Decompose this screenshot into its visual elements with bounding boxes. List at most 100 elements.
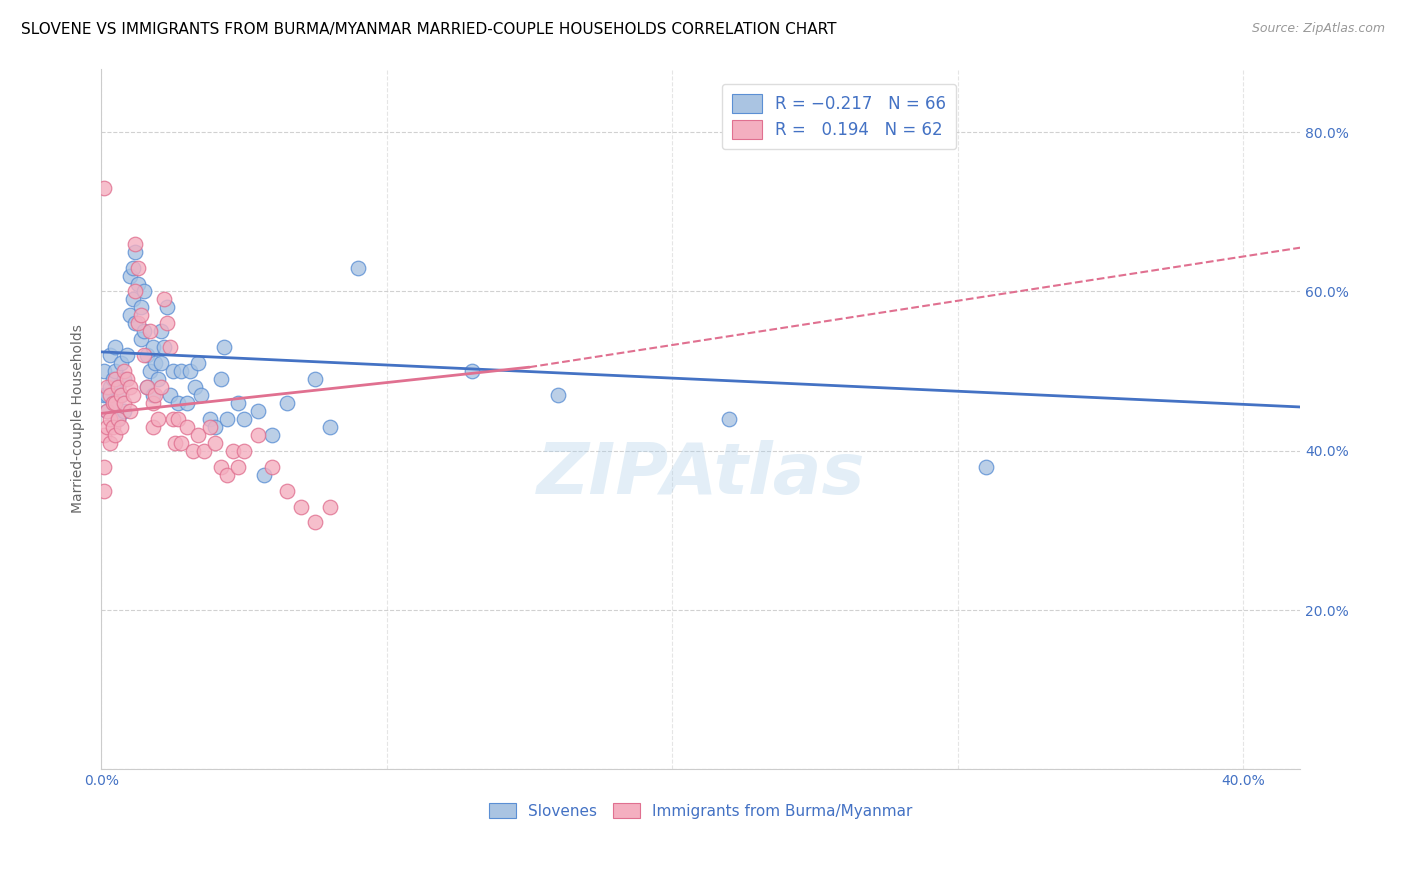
Point [138, 324, 160, 338]
Point [190, 388, 212, 402]
Point [204, 435, 226, 450]
Point [98, 435, 121, 450]
Point [170, 364, 193, 378]
Point [121, 260, 143, 275]
Point [198, 412, 221, 426]
Point [107, 412, 129, 426]
Point [150, 324, 173, 338]
Point [104, 427, 127, 442]
Point [98, 380, 121, 394]
Point [127, 277, 149, 291]
Point [226, 459, 249, 474]
Point [167, 396, 190, 410]
Point [110, 356, 132, 370]
Point [98, 412, 121, 426]
Point [124, 285, 146, 299]
Point [101, 396, 124, 410]
Point [212, 340, 235, 354]
Point [187, 356, 209, 370]
Point [142, 388, 165, 402]
Point [118, 404, 141, 418]
Text: SLOVENE VS IMMIGRANTS FROM BURMA/MYANMAR MARRIED-COUPLE HOUSEHOLDS CORRELATION C: SLOVENE VS IMMIGRANTS FROM BURMA/MYANMAR… [21, 22, 837, 37]
Point [262, 459, 284, 474]
Point [98, 348, 121, 362]
Point [153, 340, 176, 354]
Point [253, 467, 276, 482]
Point [162, 364, 184, 378]
Point [115, 348, 138, 362]
Text: Source: ZipAtlas.com: Source: ZipAtlas.com [1251, 22, 1385, 36]
Point [110, 388, 132, 402]
Point [142, 420, 165, 434]
Point [132, 324, 155, 338]
Point [96, 420, 118, 434]
Point [148, 372, 170, 386]
Point [96, 388, 118, 402]
Point [209, 459, 232, 474]
Point [232, 412, 254, 426]
Point [124, 317, 146, 331]
Point [138, 364, 160, 378]
Point [145, 388, 167, 402]
Point [547, 388, 569, 402]
Point [159, 388, 181, 402]
Point [974, 459, 997, 474]
Point [135, 380, 157, 394]
Point [209, 372, 232, 386]
Point [153, 293, 176, 307]
Point [101, 372, 124, 386]
Point [121, 293, 143, 307]
Point [101, 396, 124, 410]
Text: ZIPAtlas: ZIPAtlas [537, 441, 865, 509]
Point [176, 396, 198, 410]
Point [132, 285, 155, 299]
Point [101, 420, 124, 434]
Point [159, 340, 181, 354]
Point [132, 348, 155, 362]
Point [162, 412, 184, 426]
Point [318, 500, 340, 514]
Point [93, 483, 115, 498]
Point [112, 404, 135, 418]
Point [150, 356, 173, 370]
Point [93, 364, 115, 378]
Point [96, 404, 118, 418]
Point [247, 404, 270, 418]
Point [179, 364, 201, 378]
Point [129, 301, 152, 315]
Point [193, 443, 215, 458]
Point [150, 380, 173, 394]
Point [142, 340, 165, 354]
Point [96, 380, 118, 394]
Point [104, 364, 127, 378]
Point [290, 500, 312, 514]
Point [276, 483, 298, 498]
Point [107, 380, 129, 394]
Point [167, 412, 190, 426]
Point [304, 516, 326, 530]
Point [262, 427, 284, 442]
Point [110, 420, 132, 434]
Point [156, 301, 179, 315]
Point [176, 420, 198, 434]
Point [110, 388, 132, 402]
Point [104, 372, 127, 386]
Point [170, 435, 193, 450]
Point [204, 420, 226, 434]
Point [198, 420, 221, 434]
Point [184, 380, 207, 394]
Point [156, 317, 179, 331]
Point [112, 372, 135, 386]
Point [93, 427, 115, 442]
Point [115, 372, 138, 386]
Point [124, 236, 146, 251]
Point [93, 388, 115, 402]
Point [93, 181, 115, 195]
Point [93, 459, 115, 474]
Point [135, 380, 157, 394]
Point [124, 244, 146, 259]
Point [718, 412, 741, 426]
Point [104, 340, 127, 354]
Point [104, 396, 127, 410]
Point [148, 412, 170, 426]
